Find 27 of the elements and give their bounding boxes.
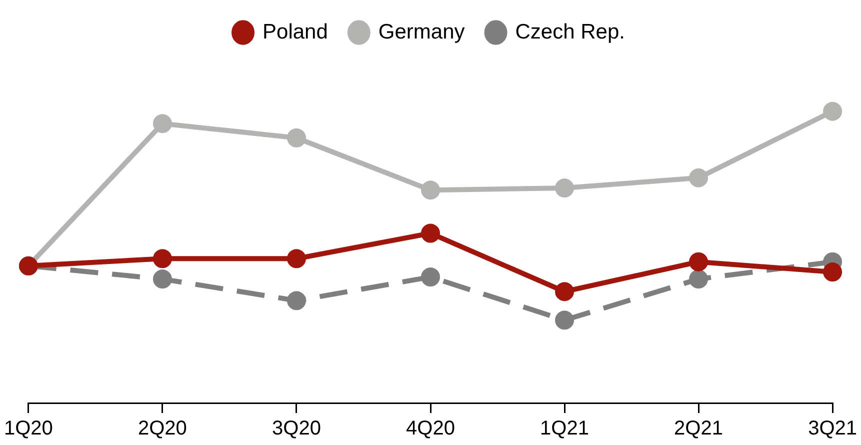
x-tick-label: 1Q20 [4,418,53,440]
point [823,262,842,282]
point [555,178,574,198]
x-tick-label: 1Q21 [540,418,589,440]
point [689,252,708,272]
x-tick-label: 2Q20 [138,418,187,440]
point [286,249,306,268]
point [421,224,440,243]
point [152,114,172,134]
x-tick-label: 3Q21 [808,418,858,440]
point [421,180,440,200]
point [152,270,172,289]
point [152,249,172,268]
point [555,310,574,330]
x-tick-label: 4Q20 [406,418,455,440]
point [286,128,306,148]
legend-label: Germany [378,20,466,44]
point [689,270,708,289]
point [286,291,306,310]
legend-label: Czech Rep. [515,20,625,44]
x-tick-label: 3Q20 [272,418,321,440]
point [421,268,440,286]
x-tick-label: 2Q21 [674,418,723,440]
legend-label: Poland [262,20,328,44]
point [823,102,842,121]
point [555,282,574,302]
point [689,168,708,188]
